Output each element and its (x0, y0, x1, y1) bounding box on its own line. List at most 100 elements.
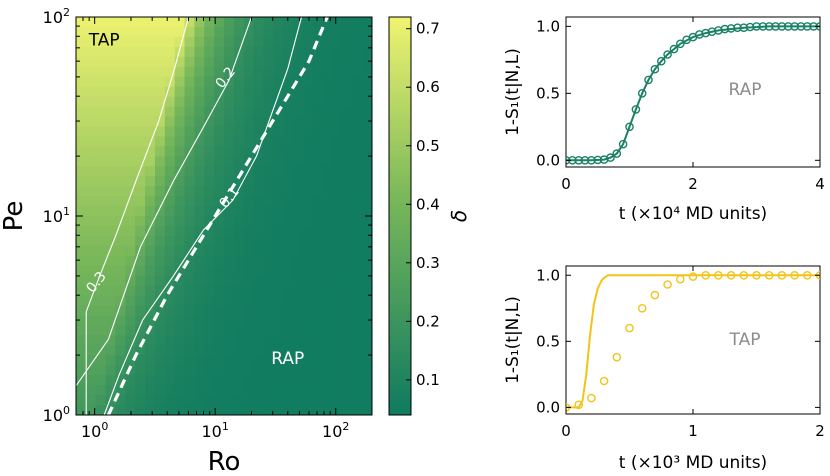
heatmap-cell (115, 156, 126, 167)
heatmap-cell (322, 76, 334, 88)
heatmap-cell (352, 245, 363, 257)
heatmap-cell (273, 385, 284, 396)
heatmap-cell (283, 265, 294, 277)
heatmap-cell (224, 196, 235, 207)
data-point (593, 155, 603, 165)
heatmap-cell (145, 265, 156, 277)
heatmap-cell (302, 96, 314, 108)
heatmap-cell (362, 225, 372, 237)
heatmap-cell (125, 285, 136, 297)
heatmap-cell (273, 66, 284, 78)
heatmap-cell (194, 46, 205, 58)
heatmap-cell (135, 26, 146, 38)
heatmap-cell (85, 166, 97, 177)
heatmap-cell (145, 375, 156, 386)
heatmap-cell (224, 345, 235, 356)
heatmap-cell (362, 146, 372, 157)
data-point (777, 22, 787, 31)
heatmap-cell (243, 405, 255, 415)
heatmap-cell (174, 166, 186, 177)
heatmap-cell (135, 365, 146, 376)
heatmap-cell (115, 335, 126, 346)
heatmap-cell (125, 116, 136, 128)
heatmap-cell (293, 66, 304, 78)
heatmap-cell (233, 265, 245, 277)
heatmap-cell (76, 136, 87, 147)
heatmap-cell (273, 166, 284, 177)
heatmap-cell (85, 305, 97, 317)
heatmap-cell (164, 295, 176, 307)
heatmap-cell (184, 385, 195, 396)
heatmap-cell (204, 355, 215, 366)
heatmap-cell (125, 156, 136, 167)
heatmap-cell (174, 26, 186, 38)
heatmap-cell (233, 355, 245, 366)
data-point (574, 155, 584, 165)
heatmap-cell (214, 186, 225, 197)
heatmap-cell (243, 76, 255, 88)
heatmap-cell (362, 365, 372, 376)
heatmap-cell (243, 166, 255, 177)
heatmap-cell (204, 86, 215, 98)
heatmap-cell (283, 166, 294, 177)
heatmap-cell (164, 86, 176, 98)
heatmap-cell (105, 265, 117, 277)
y-tick-label: 100 (43, 404, 70, 425)
heatmap-cell (95, 375, 107, 386)
heatmap-cell (293, 275, 304, 287)
heatmap-cell (125, 216, 136, 227)
heatmap-cell (174, 325, 186, 336)
heatmap-cell (204, 345, 215, 356)
heatmap-cell (135, 96, 146, 108)
heatmap-cell (224, 46, 235, 58)
heatmap-cell (312, 196, 324, 207)
heatmap-cell (204, 365, 215, 376)
heatmap-cell (322, 126, 334, 137)
heatmap-cell (76, 46, 87, 58)
heatmap-cell (145, 206, 156, 217)
heatmap-cell (164, 325, 176, 336)
heatmap-cell (293, 265, 304, 277)
heatmap-cell (115, 355, 126, 366)
heatmap-cell (322, 235, 334, 247)
heatmap-cell (273, 335, 284, 346)
heatmap-cell (302, 245, 314, 257)
heatmap-cell (352, 395, 363, 406)
heatmap-cell (194, 56, 205, 68)
heatmap-cell (342, 26, 353, 38)
heatmap-cell (115, 275, 126, 287)
heatmap-cell (115, 36, 126, 48)
heatmap-cell (154, 146, 166, 157)
heatmap-cell (253, 325, 265, 336)
heatmap-cell (312, 225, 324, 237)
heatmap-cell (322, 86, 334, 98)
heatmap-cell (283, 315, 294, 327)
data-point (625, 323, 634, 333)
heatmap-cell (302, 106, 314, 118)
heatmap-cell (302, 265, 314, 277)
heatmap-cell (332, 245, 343, 257)
heatmap-cell (362, 136, 372, 147)
heatmap-cell (362, 255, 372, 267)
heatmap-cell (194, 385, 205, 396)
heatmap-cell (125, 385, 136, 396)
heatmap-cell (115, 315, 126, 327)
heatmap-cell (164, 146, 176, 157)
heatmap-cell (224, 365, 235, 376)
heatmap-cell (273, 355, 284, 366)
heatmap-cell (243, 315, 255, 327)
heatmap-cell (233, 56, 245, 68)
data-point (637, 89, 647, 98)
heatmap-cell (164, 375, 176, 386)
heatmap-cell (204, 295, 215, 307)
heatmap-cell (352, 76, 363, 88)
heatmap-cell (105, 196, 117, 207)
heatmap-cell (302, 186, 314, 197)
heatmap-cell (85, 375, 97, 386)
heatmap-cell (362, 186, 372, 197)
heatmap-cell (263, 106, 274, 118)
heatmap-cell (154, 375, 166, 386)
heatmap-cell (352, 385, 363, 396)
heatmap-cell (214, 116, 225, 128)
